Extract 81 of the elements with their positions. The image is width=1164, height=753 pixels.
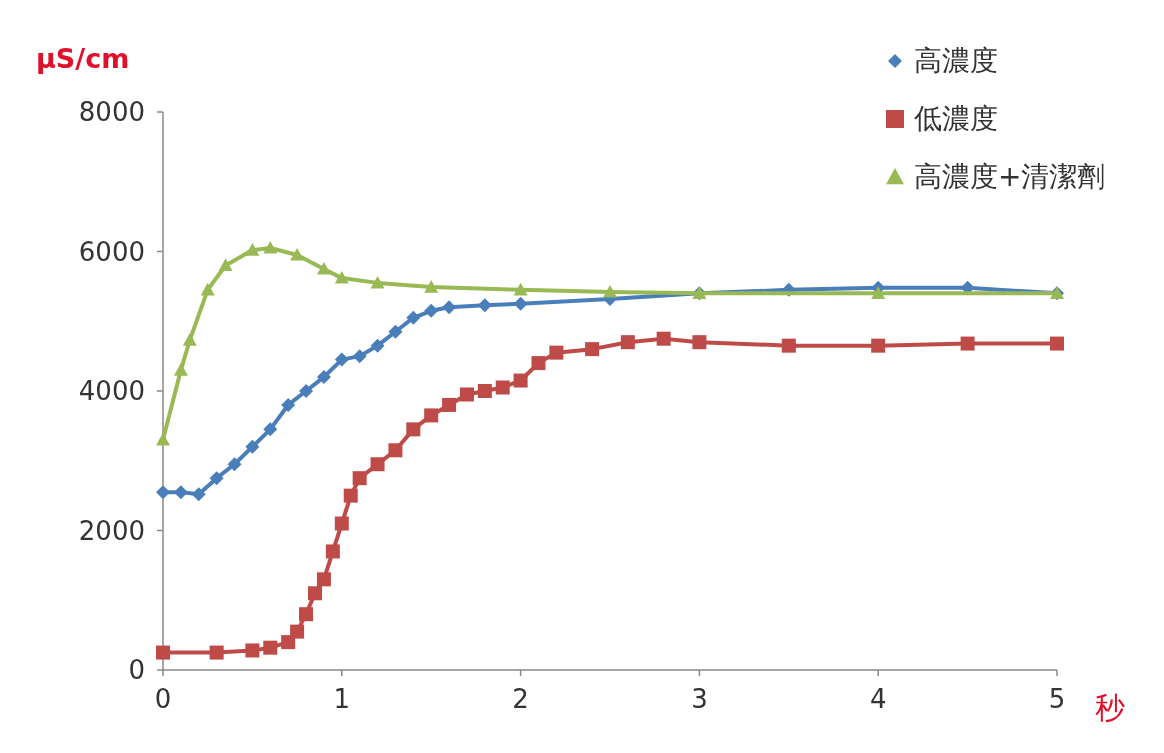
point bbox=[182, 333, 197, 346]
point bbox=[513, 373, 528, 388]
point bbox=[245, 243, 260, 256]
x-tick-label: 2 bbox=[512, 684, 529, 714]
point bbox=[227, 457, 242, 472]
point bbox=[495, 380, 510, 395]
point bbox=[370, 275, 385, 289]
legend-label: 高濃度+清潔劑 bbox=[914, 160, 1106, 193]
point bbox=[603, 284, 617, 298]
point bbox=[1050, 336, 1064, 351]
point bbox=[442, 397, 457, 412]
y-tick-label: 4000 bbox=[78, 376, 145, 406]
point bbox=[424, 303, 439, 318]
point bbox=[263, 241, 278, 254]
point bbox=[620, 335, 635, 350]
point bbox=[334, 352, 349, 367]
point bbox=[316, 370, 331, 385]
x-tick-label: 1 bbox=[333, 684, 351, 714]
point bbox=[960, 336, 975, 351]
point bbox=[191, 487, 206, 502]
point bbox=[370, 457, 385, 472]
point bbox=[334, 516, 349, 531]
point bbox=[316, 572, 331, 587]
point bbox=[477, 384, 492, 398]
point bbox=[352, 349, 367, 364]
y-axis-title: μS/cm bbox=[36, 43, 130, 74]
point bbox=[173, 485, 188, 500]
point bbox=[245, 439, 260, 454]
point bbox=[424, 408, 439, 423]
point bbox=[871, 286, 886, 299]
y-tick-label: 2000 bbox=[78, 515, 145, 546]
point bbox=[442, 300, 457, 315]
point bbox=[656, 331, 671, 346]
point bbox=[218, 258, 233, 272]
point bbox=[406, 422, 421, 437]
point bbox=[281, 397, 296, 412]
legend-label: 低濃度 bbox=[914, 102, 998, 135]
point bbox=[692, 335, 707, 350]
point bbox=[173, 363, 188, 376]
point bbox=[513, 296, 528, 311]
point bbox=[388, 324, 403, 339]
x-tick-label: 4 bbox=[869, 684, 887, 714]
point bbox=[388, 443, 403, 458]
point bbox=[334, 271, 349, 284]
point bbox=[299, 607, 314, 622]
point bbox=[325, 544, 340, 559]
point bbox=[156, 485, 170, 500]
point bbox=[585, 342, 600, 357]
point bbox=[477, 298, 492, 313]
point bbox=[156, 432, 170, 446]
point bbox=[352, 471, 367, 486]
point bbox=[156, 645, 170, 660]
point bbox=[290, 247, 305, 261]
point bbox=[406, 310, 421, 325]
point bbox=[871, 338, 886, 353]
x-tick-label: 3 bbox=[691, 684, 708, 714]
point bbox=[200, 282, 215, 296]
y-tick-label: 0 bbox=[128, 655, 145, 685]
x-tick-label: 0 bbox=[154, 684, 172, 714]
x-tick-label: 5 bbox=[1048, 684, 1066, 714]
point bbox=[307, 586, 322, 601]
point bbox=[781, 338, 796, 353]
point bbox=[245, 643, 260, 658]
y-tick-label: 6000 bbox=[78, 236, 145, 267]
point bbox=[209, 645, 224, 660]
point bbox=[459, 387, 474, 402]
point bbox=[209, 471, 224, 486]
point bbox=[370, 338, 385, 353]
point bbox=[424, 280, 439, 293]
point bbox=[343, 488, 358, 503]
point bbox=[513, 282, 528, 296]
point bbox=[299, 384, 314, 398]
point bbox=[263, 422, 278, 437]
point bbox=[316, 261, 331, 275]
y-tick-label: 8000 bbox=[78, 97, 145, 127]
point bbox=[263, 640, 278, 655]
point bbox=[290, 624, 305, 639]
legend-label: 高濃度 bbox=[914, 44, 998, 77]
point bbox=[531, 356, 546, 371]
point bbox=[549, 345, 564, 360]
x-axis-title: 秒 bbox=[1095, 690, 1125, 725]
